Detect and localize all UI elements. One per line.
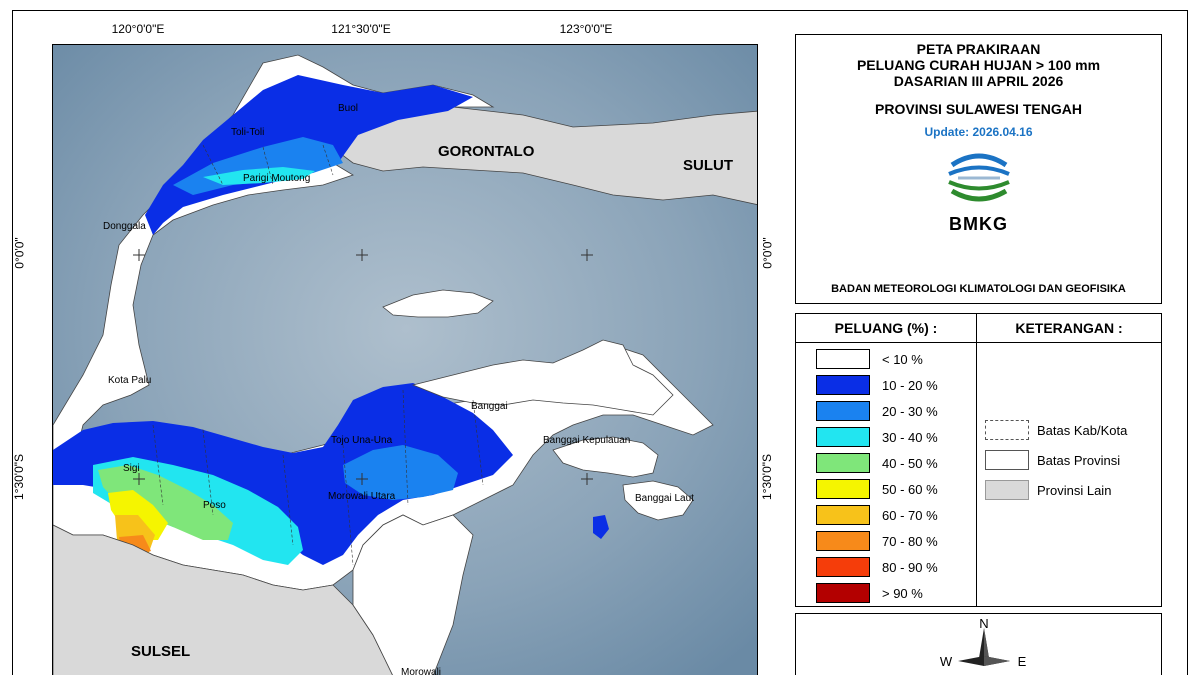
legend-item: 80 - 90 % bbox=[816, 556, 938, 578]
legend-heading: PELUANG (%) : bbox=[796, 314, 976, 343]
land-banggai-laut bbox=[622, 480, 694, 521]
label-banggai-kepulauan: Banggai Kepulauan bbox=[543, 435, 631, 446]
compass-e: E bbox=[1018, 654, 1027, 669]
tick-lat-0-left: 0°0'0" bbox=[12, 237, 27, 269]
title-line-1: PETA PRAKIRAAN bbox=[916, 41, 1041, 57]
legend-item: 30 - 40 % bbox=[816, 426, 938, 448]
land-togean bbox=[382, 289, 494, 318]
compass-n: N bbox=[979, 616, 988, 631]
legend-label: 10 - 20 % bbox=[882, 377, 938, 393]
legend-item: 50 - 60 % bbox=[816, 478, 938, 500]
legend-swatch bbox=[816, 453, 870, 473]
keterangan-heading: KETERANGAN : bbox=[977, 314, 1161, 343]
label-banggai-laut: Banggai Laut bbox=[635, 493, 694, 504]
legend-item: 20 - 30 % bbox=[816, 400, 938, 422]
compass-icon: N W E bbox=[940, 616, 1027, 669]
label-poso: Poso bbox=[203, 500, 226, 511]
agency-name: BADAN METEOROLOGI KLIMATOLOGI DAN GEOFIS… bbox=[831, 283, 1126, 295]
legend-label: 80 - 90 % bbox=[882, 559, 938, 575]
tick-lat-1-30-left: 1°30'0"S bbox=[12, 453, 27, 501]
legend-item: 60 - 70 % bbox=[816, 504, 938, 526]
graticule-crosses bbox=[133, 249, 593, 485]
label-morowali: Morowali bbox=[401, 667, 442, 675]
map-frame bbox=[12, 10, 1188, 675]
title-line-3: DASARIAN III APRIL 2026 bbox=[893, 73, 1064, 89]
title-panel: PETA PRAKIRAAN PELUANG CURAH HUJAN > 100… bbox=[795, 34, 1162, 304]
province-title: PROVINSI SULAWESI TENGAH bbox=[875, 101, 1082, 117]
map-canvas: GORONTALO SULUT SULSEL Toli-Toli Buol Pa… bbox=[52, 44, 758, 675]
district-boundaries bbox=[152, 144, 484, 566]
keterangan-panel: KETERANGAN : Batas Kab/Kota Batas Provin… bbox=[976, 313, 1162, 607]
label-kota-palu: Kota Palu bbox=[108, 375, 152, 386]
zone-central-10-20 bbox=[53, 383, 513, 565]
north-arrow-panel: N W E bbox=[795, 613, 1162, 675]
legend-swatch bbox=[816, 531, 870, 551]
legend-swatch bbox=[816, 557, 870, 577]
legend-label: 20 - 30 % bbox=[882, 403, 938, 419]
label-sulsel: SULSEL bbox=[131, 643, 191, 660]
label-donggala: Donggala bbox=[103, 221, 146, 232]
keterangan-item: Batas Kab/Kota bbox=[985, 420, 1127, 440]
label-buol: Buol bbox=[338, 103, 359, 114]
update-date: Update: 2026.04.16 bbox=[924, 125, 1033, 139]
legend-item: < 10 % bbox=[816, 348, 923, 370]
legend-label: < 10 % bbox=[882, 351, 923, 367]
tick-lon-121-30: 121°30'0"E bbox=[331, 22, 391, 36]
legend-swatch bbox=[816, 505, 870, 525]
tick-lon-120: 120°0'0"E bbox=[111, 22, 165, 36]
label-gorontalo: GORONTALO bbox=[438, 143, 535, 160]
bmkg-logo-icon bbox=[947, 148, 1010, 208]
legend-swatch bbox=[816, 349, 870, 369]
bmkg-logo-text: BMKG bbox=[949, 214, 1008, 234]
zone-central-20-30 bbox=[343, 445, 458, 500]
map-svg bbox=[53, 45, 757, 675]
tick-lon-123: 123°0'0"E bbox=[559, 22, 613, 36]
district-boundary-swatch bbox=[985, 420, 1029, 440]
compass-w: W bbox=[940, 654, 953, 669]
keterangan-label: Batas Provinsi bbox=[1037, 452, 1121, 468]
tick-lat-1-30-right: 1°30'0"S bbox=[760, 453, 775, 501]
land-banggai bbox=[411, 339, 674, 416]
legend-panel: PELUANG (%) : < 10 % 10 - 20 % 20 - 30 %… bbox=[795, 313, 977, 607]
province-boundary-swatch bbox=[985, 450, 1029, 470]
land-morowali bbox=[352, 514, 474, 675]
legend-label: 60 - 70 % bbox=[882, 507, 938, 523]
zone-south-40-50 bbox=[98, 465, 233, 540]
tick-lat-0-right: 0°0'0" bbox=[760, 237, 775, 269]
legend-swatch bbox=[816, 427, 870, 447]
label-sigi: Sigi bbox=[123, 463, 140, 474]
legend-swatch bbox=[816, 375, 870, 395]
legend-swatch bbox=[816, 479, 870, 499]
keterangan-item: Provinsi Lain bbox=[985, 480, 1111, 500]
label-morowali-utara: Morowali Utara bbox=[328, 491, 396, 502]
legend-swatch bbox=[816, 583, 870, 603]
legend-label: 70 - 80 % bbox=[882, 533, 938, 549]
label-sulut: SULUT bbox=[683, 157, 733, 174]
legend-swatch bbox=[816, 401, 870, 421]
zone-north-30-40 bbox=[203, 167, 315, 185]
zone-island-10-20 bbox=[593, 515, 609, 539]
other-province-swatch bbox=[985, 480, 1029, 500]
legend-label: 40 - 50 % bbox=[882, 455, 938, 471]
label-parigi-moutong: Parigi Moutong bbox=[243, 173, 311, 184]
label-banggai: Banggai bbox=[471, 401, 508, 412]
legend-label: 50 - 60 % bbox=[882, 481, 938, 497]
legend-item: 70 - 80 % bbox=[816, 530, 938, 552]
bmkg-logo bbox=[796, 147, 1161, 214]
legend-label: > 90 % bbox=[882, 585, 923, 601]
legend-label: 30 - 40 % bbox=[882, 429, 938, 445]
keterangan-label: Batas Kab/Kota bbox=[1037, 422, 1128, 438]
legend-item: 10 - 20 % bbox=[816, 374, 938, 396]
label-tolitoli: Toli-Toli bbox=[231, 127, 265, 138]
keterangan-item: Batas Provinsi bbox=[985, 450, 1120, 470]
land-peleng bbox=[552, 436, 659, 478]
title-line-2: PELUANG CURAH HUJAN > 100 mm bbox=[856, 57, 1101, 73]
legend-item: > 90 % bbox=[816, 582, 923, 604]
keterangan-label: Provinsi Lain bbox=[1037, 482, 1112, 498]
label-tojo-una-una: Tojo Una-Una bbox=[331, 435, 393, 446]
land-gorontalo bbox=[312, 106, 757, 205]
legend-item: 40 - 50 % bbox=[816, 452, 938, 474]
